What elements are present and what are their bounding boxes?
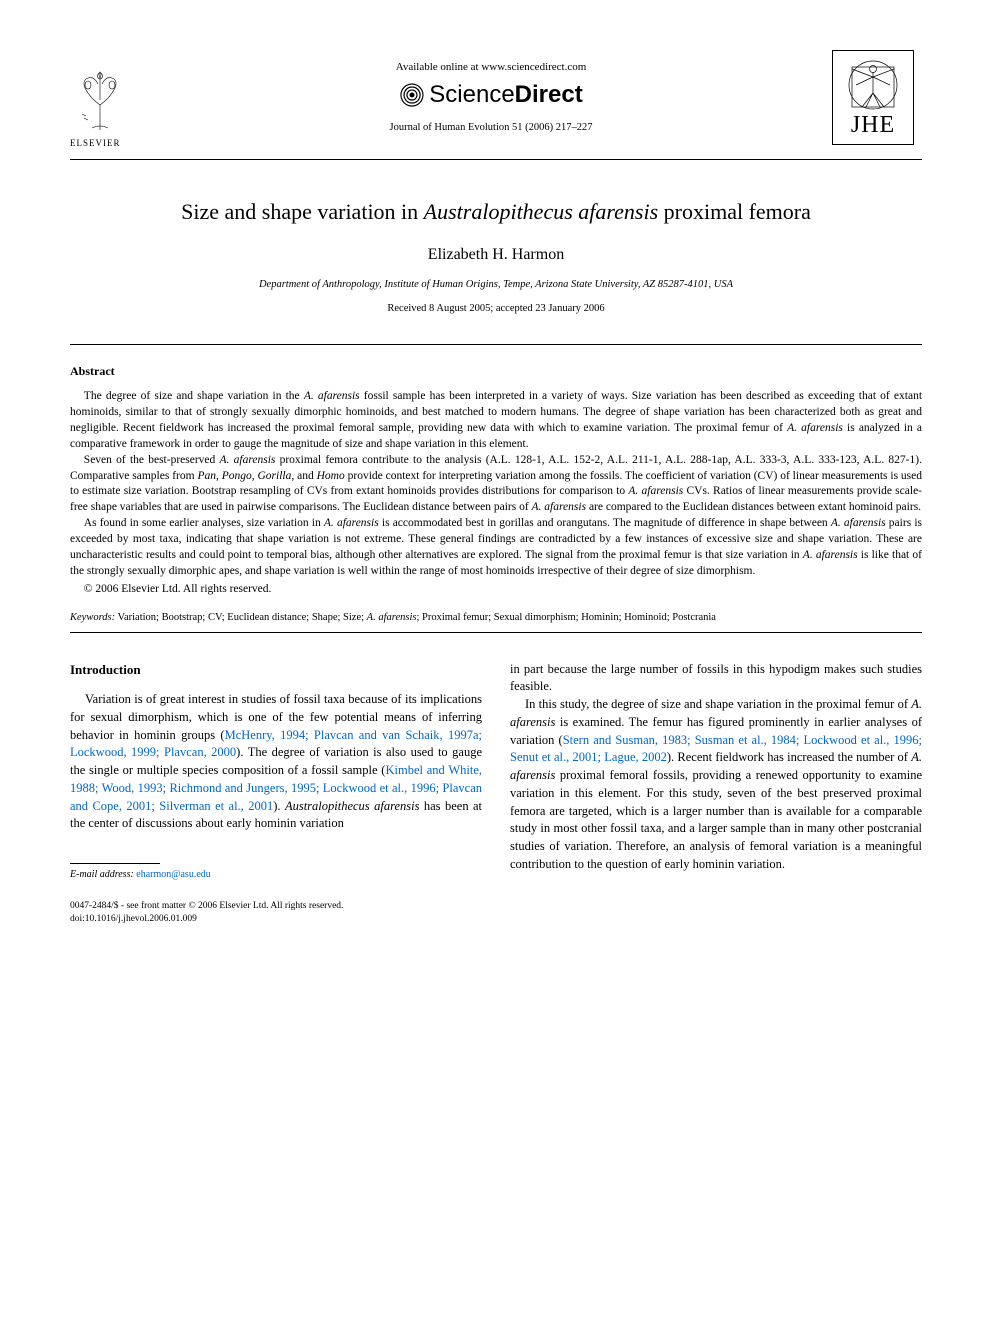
doi-line: doi:10.1016/j.jhevol.2006.01.009 xyxy=(70,913,922,926)
sciencedirect-swirl-icon xyxy=(399,82,425,108)
elsevier-logo-block: ELSEVIER xyxy=(70,50,150,151)
jhe-logo-block: JHE xyxy=(832,50,922,145)
title-rule xyxy=(70,344,922,345)
available-online-text: Available online at www.sciencedirect.co… xyxy=(150,60,832,75)
left-column: Introduction Variation is of great inter… xyxy=(70,661,482,883)
title-pre: Size and shape variation in xyxy=(181,199,424,224)
author-affiliation: Department of Anthropology, Institute of… xyxy=(70,278,922,292)
bottom-meta: 0047-2484/$ - see front matter © 2006 El… xyxy=(70,900,922,926)
introduction-heading: Introduction xyxy=(70,661,482,679)
journal-header: ELSEVIER Available online at www.science… xyxy=(70,50,922,151)
keywords-list-a: Variation; Bootstrap; CV; Euclidean dist… xyxy=(115,612,367,623)
journal-reference: Journal of Human Evolution 51 (2006) 217… xyxy=(150,121,832,135)
elsevier-logo: ELSEVIER xyxy=(70,70,130,149)
abstract-body: The degree of size and shape variation i… xyxy=(70,389,922,597)
intro-p1: Variation is of great interest in studie… xyxy=(70,691,482,833)
intro-p1-cont: in part because the large number of foss… xyxy=(510,661,922,697)
elsevier-tree-icon xyxy=(70,70,130,135)
abstract-p1: The degree of size and shape variation i… xyxy=(70,389,922,452)
keywords-rule xyxy=(70,632,922,633)
footnote-label: E-mail address: xyxy=(70,869,134,880)
footnote-rule xyxy=(70,863,160,864)
abstract-p3: As found in some earlier analyses, size … xyxy=(70,516,922,579)
keywords-list-b: ; Proximal femur; Sexual dimorphism; Hom… xyxy=(416,612,716,623)
jhe-logo: JHE xyxy=(832,50,914,145)
abstract-copyright: © 2006 Elsevier Ltd. All rights reserved… xyxy=(70,582,922,598)
title-species: Australopithecus afarensis xyxy=(424,199,658,224)
intro-p2: In this study, the degree of size and sh… xyxy=(510,696,922,874)
body-columns: Introduction Variation is of great inter… xyxy=(70,661,922,883)
article-dates: Received 8 August 2005; accepted 23 Janu… xyxy=(70,302,922,316)
sciencedirect-wordmark: ScienceDirect xyxy=(429,79,582,111)
corresponding-footnote: E-mail address: eharmon@asu.edu xyxy=(70,868,482,882)
article-title: Size and shape variation in Australopith… xyxy=(70,198,922,227)
elsevier-label: ELSEVIER xyxy=(70,137,130,149)
front-matter-line: 0047-2484/$ - see front matter © 2006 El… xyxy=(70,900,922,913)
header-rule xyxy=(70,159,922,160)
keywords-line: Keywords: Variation; Bootstrap; CV; Eucl… xyxy=(70,611,922,625)
abstract-p2: Seven of the best-preserved A. afarensis… xyxy=(70,453,922,516)
sciencedirect-logo: ScienceDirect xyxy=(150,79,832,111)
author-name: Elizabeth H. Harmon xyxy=(70,244,922,266)
footnote-email-link[interactable]: eharmon@asu.edu xyxy=(136,869,210,880)
right-column: in part because the large number of foss… xyxy=(510,661,922,883)
jhe-letters: JHE xyxy=(851,113,895,137)
sd-direct: Direct xyxy=(515,81,583,108)
header-center: Available online at www.sciencedirect.co… xyxy=(150,50,832,135)
vitruvian-icon xyxy=(838,55,908,110)
abstract-heading: Abstract xyxy=(70,363,922,379)
sd-science: Science xyxy=(429,81,514,108)
title-post: proximal femora xyxy=(658,199,811,224)
keywords-label: Keywords: xyxy=(70,612,115,623)
keywords-species: A. afarensis xyxy=(367,612,417,623)
